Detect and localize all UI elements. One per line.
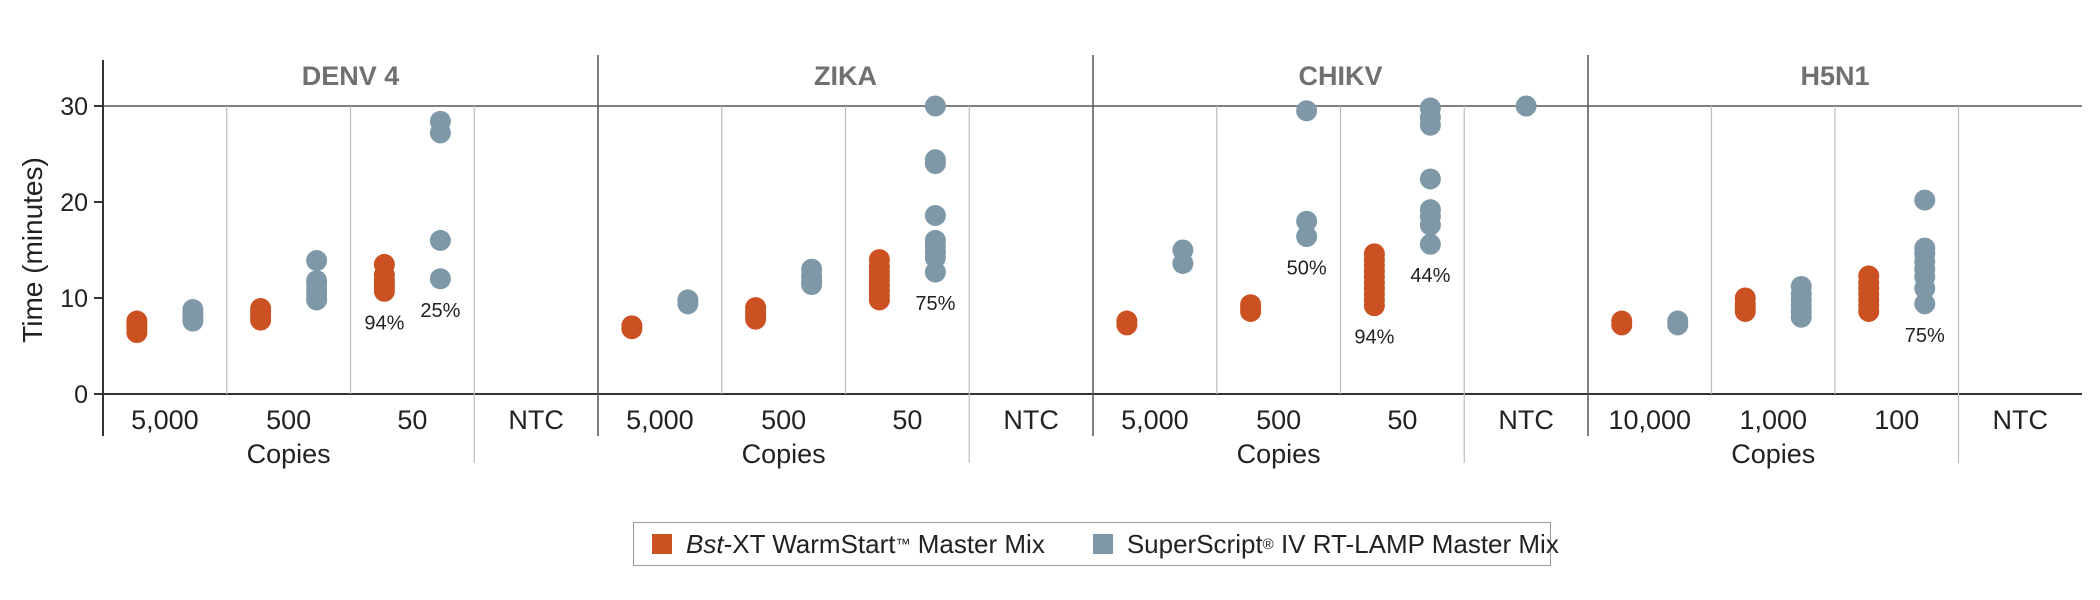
superscript-point	[1296, 226, 1318, 248]
bst-point	[1734, 287, 1756, 309]
panel-title: DENV 4	[302, 61, 400, 91]
y-axis-label: Time (minutes)	[17, 157, 48, 343]
superscript-point	[1914, 293, 1936, 315]
legend-ss-main: SuperScript	[1126, 528, 1263, 559]
bst-percent-label: 94%	[1354, 327, 1394, 349]
x-tick-label: 500	[761, 405, 806, 435]
bst-point	[250, 298, 272, 320]
superscript-point	[924, 229, 946, 251]
bst-point	[126, 310, 148, 332]
legend-bst-tail: Master Mix	[910, 528, 1045, 559]
legend-item-bst: Bst -XT WarmStart ™ Master Mix	[652, 529, 1045, 560]
x-group-label: Copies	[247, 439, 331, 469]
superscript-point	[1790, 275, 1812, 297]
superscript-percent-label: 50%	[1287, 258, 1327, 280]
bst-point	[1240, 294, 1262, 316]
x-tick-label: NTC	[1003, 405, 1059, 435]
x-tick-label: 500	[1256, 405, 1301, 435]
superscript-point	[1914, 237, 1936, 259]
legend-swatch-bst	[652, 534, 672, 554]
superscript-point	[429, 229, 451, 251]
superscript-percent-label: 25%	[420, 300, 460, 322]
superscript-point	[306, 270, 328, 292]
x-tick-label: 5,000	[131, 405, 199, 435]
x-tick-label: NTC	[1993, 405, 2049, 435]
superscript-percent-label: 75%	[1905, 325, 1945, 347]
x-tick-label: NTC	[508, 405, 564, 435]
superscript-point	[1172, 239, 1194, 261]
legend-swatch-superscript	[1092, 534, 1113, 554]
superscript-point	[924, 261, 946, 283]
superscript-point	[1667, 310, 1689, 332]
superscript-point	[306, 250, 328, 272]
superscript-point	[924, 204, 946, 226]
superscript-point	[1419, 233, 1441, 255]
superscript-point	[1419, 199, 1441, 221]
x-tick-label: 5,000	[626, 405, 694, 435]
superscript-point	[1296, 210, 1318, 232]
bst-point	[745, 297, 767, 319]
x-tick-label: 500	[266, 405, 311, 435]
x-tick-label: NTC	[1498, 405, 1554, 435]
panel-title: H5N1	[1800, 61, 1869, 91]
superscript-point	[1914, 189, 1936, 211]
legend-item-superscript: SuperScript ® IV RT-LAMP Master Mix	[1092, 528, 1559, 560]
bst-point	[373, 253, 395, 275]
superscript-point	[924, 95, 946, 117]
legend: Bst -XT WarmStart ™ Master Mix SuperScript…	[633, 522, 1559, 566]
superscript-point	[429, 268, 451, 290]
bst-point	[1363, 243, 1385, 265]
superscript-point	[182, 299, 204, 321]
bst-point	[621, 315, 643, 337]
x-group-label: Copies	[1731, 439, 1815, 469]
bst-point	[1116, 310, 1138, 332]
legend-bst-italic: Bst	[686, 528, 724, 559]
bst-point	[1611, 310, 1633, 332]
y-tick-label: 0	[74, 381, 88, 409]
superscript-percent-label: 44%	[1410, 265, 1450, 287]
superscript-percent-label: 75%	[915, 293, 955, 315]
superscript-point	[924, 149, 946, 171]
x-tick-label: 50	[892, 405, 922, 435]
x-group-label: Copies	[742, 439, 826, 469]
y-tick-label: 30	[60, 93, 88, 121]
x-tick-label: 5,000	[1121, 405, 1189, 435]
superscript-point	[1419, 168, 1441, 190]
superscript-point	[1515, 95, 1537, 117]
legend-bst-trademark: ™	[895, 535, 911, 553]
bst-point	[868, 249, 890, 271]
superscript-point	[677, 289, 699, 311]
x-tick-label: 100	[1874, 405, 1919, 435]
panel-title: CHIKV	[1298, 61, 1382, 91]
bst-percent-label: 94%	[364, 312, 404, 334]
x-tick-label: 10,000	[1608, 405, 1691, 435]
superscript-point	[1419, 97, 1441, 119]
legend-ss-registered: ®	[1262, 535, 1274, 553]
x-tick-label: 50	[397, 405, 427, 435]
superscript-point	[429, 110, 451, 132]
y-tick-label: 10	[60, 285, 88, 313]
x-tick-label: 50	[1387, 405, 1417, 435]
y-tick-label: 20	[60, 189, 88, 217]
x-tick-label: 1,000	[1739, 405, 1807, 435]
bst-point	[1858, 265, 1880, 287]
legend-ss-tail: IV RT-LAMP Master Mix	[1273, 528, 1559, 559]
x-group-label: Copies	[1237, 439, 1321, 469]
superscript-point	[1296, 100, 1318, 122]
legend-bst-rest: -XT WarmStart	[723, 528, 896, 559]
panel-title: ZIKA	[814, 61, 877, 91]
superscript-point	[801, 258, 823, 280]
